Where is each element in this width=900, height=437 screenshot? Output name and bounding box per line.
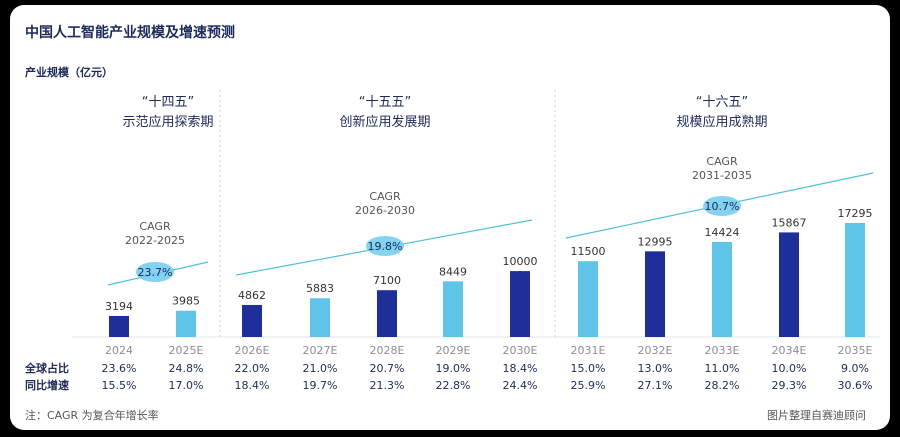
table-cell: 22.0% <box>235 362 270 375</box>
cagr-range: 2031-2035 <box>692 169 752 182</box>
table-cell: 21.0% <box>303 362 338 375</box>
bar <box>310 298 330 337</box>
cagr-range: 2022-2025 <box>125 234 185 247</box>
cagr-label: CAGR <box>706 155 738 168</box>
bar <box>510 271 530 337</box>
table-cell: 13.0% <box>638 362 673 375</box>
source-note: 图片整理自赛迪顾问 <box>767 408 866 422</box>
cagr-value: 19.8% <box>368 240 403 253</box>
bar <box>377 290 397 337</box>
bar <box>578 261 598 337</box>
bar <box>845 223 865 337</box>
x-tick-label: 2029E <box>436 344 471 357</box>
cagr-highlight <box>366 236 404 256</box>
table-cell: 24.8% <box>169 362 204 375</box>
x-tick-label: 2026E <box>235 344 270 357</box>
bar <box>645 251 665 337</box>
period-name: “十四五” <box>142 95 194 110</box>
bar-value-label: 4862 <box>238 289 266 302</box>
table-cell: 25.9% <box>571 379 606 392</box>
bar <box>443 281 463 337</box>
table-cell: 22.8% <box>436 379 471 392</box>
table-cell: 17.0% <box>169 379 204 392</box>
x-tick-label: 2030E <box>503 344 538 357</box>
period-name: “十六五” <box>696 95 748 110</box>
cagr-label: CAGR <box>139 220 171 233</box>
cagr-range: 2026-2030 <box>355 204 415 217</box>
table-cell: 29.3% <box>772 379 807 392</box>
period-subtitle: 示范应用探索期 <box>122 114 213 130</box>
x-tick-label: 2035E <box>838 344 873 357</box>
table-row-label: 同比增速 <box>25 378 69 392</box>
y-axis-label: 产业规模（亿元） <box>25 65 113 79</box>
table-cell: 23.6% <box>102 362 137 375</box>
bar <box>242 304 262 337</box>
bar-value-label: 15867 <box>772 216 807 229</box>
bar-value-label: 10000 <box>503 255 538 268</box>
x-tick-label: 2028E <box>370 344 405 357</box>
chart-title: 中国人工智能产业规模及增速预测 <box>25 24 235 41</box>
bar-value-label: 3194 <box>105 300 133 313</box>
table-cell: 9.0% <box>841 362 869 375</box>
bar-value-label: 14424 <box>705 226 740 239</box>
bar <box>779 232 799 337</box>
chart-card <box>10 5 890 430</box>
cagr-value: 23.7% <box>138 266 173 279</box>
bar <box>109 315 129 337</box>
table-cell: 18.4% <box>235 379 270 392</box>
period-subtitle: 创新应用发展期 <box>339 114 430 130</box>
cagr-highlight <box>136 262 174 282</box>
table-cell: 19.0% <box>436 362 471 375</box>
table-row-label: 全球占比 <box>24 361 69 375</box>
x-tick-label: 2034E <box>772 344 807 357</box>
bar-value-label: 11500 <box>571 245 606 258</box>
bar-value-label: 17295 <box>838 207 873 220</box>
table-cell: 18.4% <box>503 362 538 375</box>
x-tick-label: 2032E <box>638 344 673 357</box>
period-subtitle: 规模应用成熟期 <box>676 114 767 130</box>
bar <box>176 310 196 337</box>
table-cell: 10.0% <box>772 362 807 375</box>
period-name: “十五五” <box>359 95 411 110</box>
bar-value-label: 12995 <box>638 235 673 248</box>
x-tick-label: 2031E <box>571 344 606 357</box>
bar-value-label: 7100 <box>373 274 401 287</box>
footnote: 注：CAGR 为复合年增长率 <box>25 408 159 422</box>
x-tick-label: 2027E <box>303 344 338 357</box>
table-cell: 11.0% <box>705 362 740 375</box>
table-cell: 21.3% <box>370 379 405 392</box>
table-cell: 15.0% <box>571 362 606 375</box>
cagr-highlight <box>703 196 741 216</box>
table-cell: 19.7% <box>303 379 338 392</box>
cagr-value: 10.7% <box>705 200 740 213</box>
table-cell: 28.2% <box>705 379 740 392</box>
table-cell: 27.1% <box>638 379 673 392</box>
x-tick-label: 2025E <box>169 344 204 357</box>
bar-value-label: 5883 <box>306 282 334 295</box>
cagr-label: CAGR <box>369 190 401 203</box>
x-tick-label: 2033E <box>705 344 740 357</box>
table-cell: 15.5% <box>102 379 137 392</box>
table-cell: 24.4% <box>503 379 538 392</box>
table-cell: 20.7% <box>370 362 405 375</box>
bar-value-label: 8449 <box>439 265 467 278</box>
bar-value-label: 3985 <box>172 295 200 308</box>
table-cell: 30.6% <box>838 379 873 392</box>
bar <box>712 241 732 337</box>
x-tick-label: 2024 <box>105 344 133 357</box>
